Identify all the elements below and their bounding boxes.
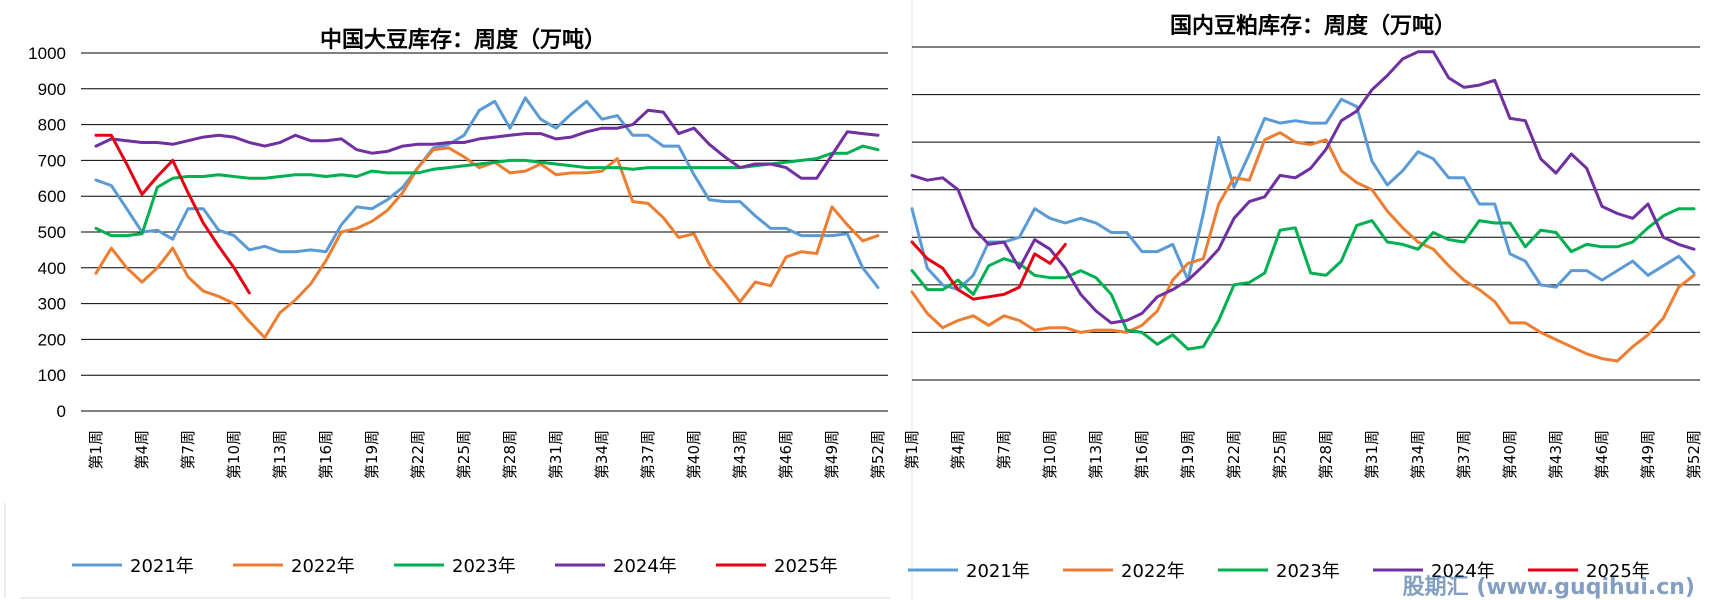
legend-label: 2023年 <box>452 556 516 577</box>
x-tick-label: 第19周 <box>1179 430 1197 479</box>
x-tick-label: 第4周 <box>949 430 967 470</box>
x-tick-label: 第40周 <box>1501 430 1519 479</box>
x-tick-label: 第7周 <box>995 430 1013 470</box>
y-tick-label: 100 <box>38 366 66 385</box>
right-series-group <box>910 50 1696 363</box>
x-tick-label: 第16周 <box>317 430 335 479</box>
x-tick-label: 第52周 <box>1685 430 1703 479</box>
x-tick-label: 第37周 <box>1455 430 1473 479</box>
x-tick-label: 第22周 <box>409 430 427 479</box>
left-legend: 2021年 2022年 2023年 2024年 2025年 <box>72 556 838 577</box>
x-tick-label: 第22周 <box>1225 430 1243 479</box>
x-tick-label: 第4周 <box>133 430 151 470</box>
x-tick-label: 第7周 <box>179 430 197 470</box>
legend-label: 2024年 <box>1431 561 1495 582</box>
x-tick-label: 第25周 <box>455 430 473 479</box>
series-line-2022年 <box>910 131 1696 363</box>
x-tick-label: 第46周 <box>1593 430 1611 479</box>
x-tick-label: 第37周 <box>639 430 657 479</box>
series-line-2024年 <box>94 108 880 180</box>
legend-label: 2024年 <box>613 556 677 577</box>
x-tick-label: 第43周 <box>731 430 749 479</box>
series-line-2025年 <box>910 240 1067 301</box>
series-line-2024年 <box>910 50 1696 325</box>
series-line-2023年 <box>910 207 1696 351</box>
x-tick-label: 第19周 <box>363 430 381 479</box>
right-chart: 国内豆粕库存：周度（万吨） 第1周 第4周 第7周 第10周 第13周 第16周 第19周第… <box>903 0 1703 600</box>
x-tick-label: 第49周 <box>1639 430 1657 479</box>
right-chart-title: 国内豆粕库存：周度（万吨） <box>1170 13 1456 39</box>
x-tick-label: 第1周 <box>87 430 105 470</box>
watermark-text: 股期汇 (www.guqihui.cn) <box>1403 575 1695 600</box>
x-tick-label: 第31周 <box>547 430 565 479</box>
x-tick-label: 第13周 <box>1087 430 1105 479</box>
y-tick-label: 800 <box>38 116 66 135</box>
x-tick-label: 第40周 <box>685 430 703 479</box>
y-tick-label: 200 <box>38 330 66 349</box>
legend-label: 2023年 <box>1276 561 1340 582</box>
left-series-group <box>94 96 880 340</box>
left-chart-title: 中国大豆库存：周度（万吨） <box>320 27 606 53</box>
x-tick-label: 第1周 <box>903 430 921 470</box>
legend-label: 2025年 <box>774 556 838 577</box>
y-tick-label: 400 <box>38 259 66 278</box>
series-line-2021年 <box>910 97 1696 292</box>
x-tick-label: 第31周 <box>1363 430 1381 479</box>
left-chart: 中国大豆库存：周度（万吨） 0 100 200 300 400 500 600 700 800 9… <box>4 27 890 599</box>
x-tick-label: 第46周 <box>777 430 795 479</box>
legend-label: 2022年 <box>1121 561 1185 582</box>
right-gridlines <box>912 46 1700 381</box>
series-line-2022年 <box>94 146 880 340</box>
y-tick-label: 0 <box>57 402 66 421</box>
left-x-axis: 第1周 第4周 第7周 第10周 第13周 第16周 第19周 第22周 第25周 第28周 第31… <box>87 430 887 479</box>
left-y-axis: 0 100 200 300 400 500 600 700 800 900 1000 <box>28 44 66 421</box>
x-tick-label: 第10周 <box>1041 430 1059 479</box>
x-tick-label: 第25周 <box>1271 430 1289 479</box>
x-tick-label: 第34周 <box>1409 430 1427 479</box>
y-tick-label: 900 <box>38 80 66 99</box>
legend-label: 2021年 <box>130 556 194 577</box>
legend-label: 2021年 <box>966 561 1030 582</box>
legend-label: 2022年 <box>291 556 355 577</box>
y-tick-label: 1000 <box>28 44 66 63</box>
x-tick-label: 第43周 <box>1547 430 1565 479</box>
series-line-2021年 <box>94 96 880 289</box>
x-tick-label: 第10周 <box>225 430 243 479</box>
x-tick-label: 第28周 <box>501 430 519 479</box>
series-line-2025年 <box>94 133 251 295</box>
x-tick-label: 第52周 <box>869 430 887 479</box>
legend-label: 2025年 <box>1586 561 1650 582</box>
y-tick-label: 700 <box>38 151 66 170</box>
x-tick-label: 第34周 <box>593 430 611 479</box>
x-tick-label: 第13周 <box>271 430 289 479</box>
right-x-axis: 第1周 第4周 第7周 第10周 第13周 第16周 第19周 第22周 第25周 第28周 第31… <box>903 430 1703 479</box>
left-gridlines <box>81 52 888 412</box>
x-tick-label: 第16周 <box>1133 430 1151 479</box>
right-legend: 2021年 2022年 2023年 2024年 2025年 <box>908 561 1650 582</box>
y-tick-label: 500 <box>38 223 66 242</box>
x-tick-label: 第28周 <box>1317 430 1335 479</box>
y-tick-label: 600 <box>38 187 66 206</box>
x-tick-label: 第49周 <box>823 430 841 479</box>
y-tick-label: 300 <box>38 295 66 314</box>
